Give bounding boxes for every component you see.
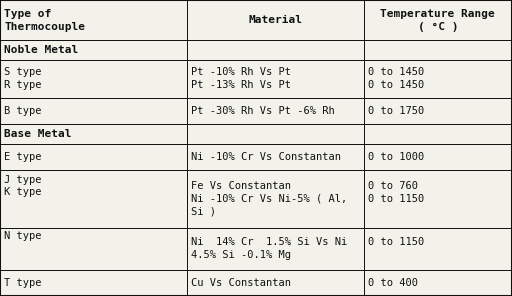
Text: Fe Vs Constantan
Ni -10% Cr Vs Ni-5% ( Al,
Si ): Fe Vs Constantan Ni -10% Cr Vs Ni-5% ( A… [191, 181, 347, 217]
Text: Type of
Thermocouple: Type of Thermocouple [4, 9, 85, 32]
Bar [364, 59, 512, 98]
Bar [364, 228, 512, 270]
Bar [187, 124, 364, 144]
Text: J type
K type: J type K type [4, 175, 41, 223]
Bar [187, 170, 364, 228]
Text: Noble Metal: Noble Metal [4, 45, 78, 55]
Text: Base Metal: Base Metal [4, 129, 72, 139]
Bar [0, 0, 187, 40]
Text: S type
R type: S type R type [4, 67, 41, 90]
Bar [187, 40, 364, 59]
Text: Ni -10% Cr Vs Constantan: Ni -10% Cr Vs Constantan [191, 152, 341, 162]
Bar [187, 144, 364, 170]
Text: N type: N type [4, 231, 41, 266]
Bar [364, 170, 512, 228]
Bar [0, 228, 187, 270]
Bar [187, 0, 364, 40]
Bar [187, 98, 364, 124]
Text: T type: T type [4, 278, 41, 288]
Text: E type: E type [4, 152, 41, 162]
Bar [364, 40, 512, 59]
Text: 0 to 400: 0 to 400 [368, 278, 418, 288]
Bar [187, 59, 364, 98]
Bar [364, 124, 512, 144]
Bar [364, 270, 512, 296]
Text: 0 to 1750: 0 to 1750 [368, 106, 424, 116]
Bar [187, 270, 364, 296]
Text: 0 to 1000: 0 to 1000 [368, 152, 424, 162]
Bar [364, 144, 512, 170]
Bar [364, 0, 512, 40]
Bar [0, 270, 187, 296]
Text: Pt -30% Rh Vs Pt -6% Rh: Pt -30% Rh Vs Pt -6% Rh [191, 106, 335, 116]
Text: Temperature Range
( °C ): Temperature Range ( °C ) [380, 9, 495, 32]
Text: Material: Material [248, 15, 302, 25]
Text: B type: B type [4, 106, 41, 116]
Text: 0 to 1450
0 to 1450: 0 to 1450 0 to 1450 [368, 67, 424, 90]
Bar [187, 228, 364, 270]
Text: Ni  14% Cr  1.5% Si Vs Ni
4.5% Si -0.1% Mg: Ni 14% Cr 1.5% Si Vs Ni 4.5% Si -0.1% Mg [191, 237, 347, 260]
Bar [0, 40, 187, 59]
Text: 0 to 1150: 0 to 1150 [368, 237, 424, 260]
Bar [0, 144, 187, 170]
Bar [0, 124, 187, 144]
Bar [0, 59, 187, 98]
Text: Pt -10% Rh Vs Pt
Pt -13% Rh Vs Pt: Pt -10% Rh Vs Pt Pt -13% Rh Vs Pt [191, 67, 291, 90]
Bar [0, 98, 187, 124]
Text: Cu Vs Constantan: Cu Vs Constantan [191, 278, 291, 288]
Text: 0 to 760
0 to 1150: 0 to 760 0 to 1150 [368, 181, 424, 217]
Bar [0, 170, 187, 228]
Bar [364, 98, 512, 124]
